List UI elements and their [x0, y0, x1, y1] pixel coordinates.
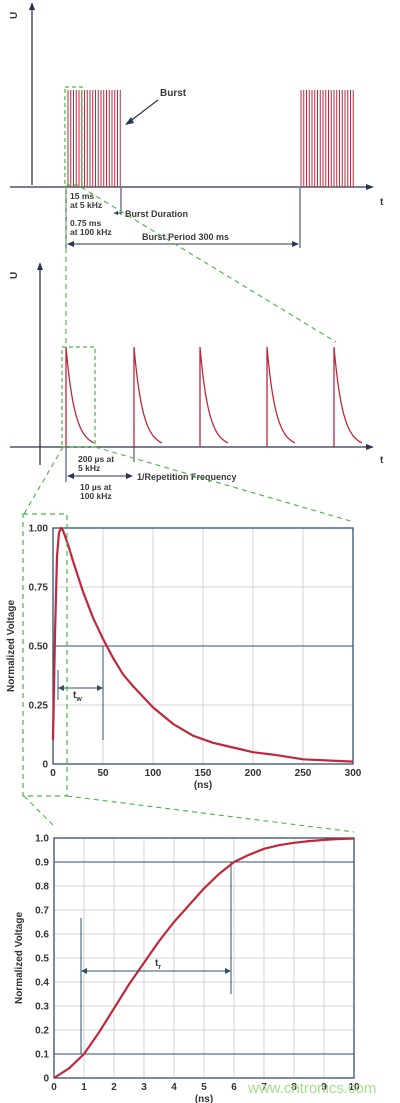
- panel-burst: U t Burst 15 ms at 5 kHz Burst Duration …: [9, 2, 384, 248]
- burst-1-pulses: [67, 90, 121, 187]
- annotation-arrowhead-left: [81, 968, 87, 974]
- y-tick-label: 1.0: [35, 834, 49, 845]
- x-tick-label: 200: [245, 768, 262, 779]
- annotation-arrowhead-left: [58, 685, 64, 691]
- panel1-y-axis-label: U: [9, 12, 20, 19]
- burst-duration-100khz: 0.75 ms: [70, 218, 101, 228]
- pulse-waveform: [333, 346, 363, 447]
- burst-duration-label: Burst Duration: [125, 209, 188, 219]
- zoom-box-3: [22, 513, 68, 797]
- repetition-frequency-label: 1/Repetition Frequency: [137, 472, 237, 482]
- burst-pointer: [128, 99, 159, 123]
- annotation-label: tr: [155, 958, 161, 971]
- burst-period-arrowhead-left: [67, 241, 74, 247]
- repetition-arrowhead-right: [126, 473, 133, 479]
- burst-period-label: Burst Period 300 ms: [142, 232, 229, 242]
- x-tick-label: 8: [291, 1082, 297, 1093]
- panel2-x-arrow: [366, 444, 374, 450]
- x-tick-label: 0: [50, 768, 56, 779]
- burst-duration-arrowhead: [114, 211, 118, 215]
- y-tick-label: 0: [43, 1074, 49, 1085]
- repetition-arrowhead-left: [67, 473, 74, 479]
- burst-duration-5khz: 15 ms: [70, 191, 94, 201]
- y-tick-label: 0.50: [29, 642, 49, 653]
- y-tick-label: 0.7: [35, 906, 49, 917]
- panel1-x-axis-label: t: [380, 197, 384, 208]
- x-tick-label: 0: [51, 1082, 57, 1093]
- x-tick-label: 7: [261, 1082, 267, 1093]
- x-tick-label: 10: [348, 1082, 360, 1093]
- plot-frame: [52, 527, 354, 765]
- rise-time-chart: 0 1 2 3 4 5 6 7 8 9 10 0 0.1 0.2 0.3 0.4 0.5 0.6 0.7 0.8 0.9…: [14, 834, 360, 1103]
- annotation-arrowhead-right: [225, 968, 231, 974]
- pulse-waveform: [199, 346, 229, 447]
- x-tick-label: 9: [321, 1082, 327, 1093]
- x-tick-label: 4: [171, 1082, 177, 1093]
- y-axis-label: Normalized Voltage: [6, 600, 17, 692]
- x-tick-label: 1: [81, 1082, 87, 1093]
- watermark: www.cntronics.com: [247, 1080, 376, 1097]
- pulse-spacing-5khz-sub: 5 kHz: [78, 463, 100, 473]
- zoom-box-1: [64, 86, 83, 186]
- y-tick-label: 0.5: [35, 954, 49, 965]
- annotation-label: tw: [73, 690, 82, 703]
- y-tick-label: 0.2: [35, 1026, 49, 1037]
- y-tick-label: 0.9: [35, 858, 49, 869]
- burst-duration-5khz-sub: at 5 kHz: [70, 200, 102, 210]
- zoom-guide-2-left: [23, 446, 64, 515]
- annotation-arrowhead-right: [97, 685, 103, 691]
- y-tick-label: 0.4: [35, 978, 49, 989]
- x-tick-label: 5: [201, 1082, 207, 1093]
- panel1-x-arrow: [366, 184, 374, 190]
- zoom-guide-1-right: [80, 186, 337, 343]
- pulse-waveform: [65, 346, 95, 447]
- panel2-y-arrow: [37, 262, 43, 270]
- panel1-y-arrow: [29, 2, 35, 10]
- x-tick-label: 100: [145, 768, 162, 779]
- burst-pointer-arrowhead: [125, 117, 134, 125]
- y-tick-label: 0.25: [29, 701, 49, 712]
- panel2-x-axis-label: t: [380, 455, 384, 466]
- plot-frame: [53, 837, 355, 1079]
- x-tick-label: 50: [97, 768, 109, 779]
- burst-label: Burst: [160, 88, 187, 99]
- burst-period-arrowhead-right: [292, 241, 299, 247]
- x-tick-label: 150: [195, 768, 212, 779]
- y-tick-label: 0.6: [35, 930, 49, 941]
- y-tick-label: 1.00: [29, 524, 49, 535]
- x-tick-label: 2: [111, 1082, 117, 1093]
- pulse-spacing-100khz: 10 µs at: [80, 482, 112, 492]
- y-tick-label: 0.3: [35, 1002, 49, 1013]
- pulse-shape-chart: 0 50 100 150 200 250 300 0 0.25 0.50 0.75 1.00 tw (ns…: [6, 524, 362, 792]
- x-axis-label: (ns): [195, 1094, 213, 1103]
- y-tick-label: 0.75: [29, 583, 49, 594]
- zoom-guide-3-right: [66, 795, 355, 833]
- pulse-waveform: [266, 346, 296, 447]
- zoom-guide-2-right: [94, 446, 355, 523]
- x-tick-label: 6: [231, 1082, 237, 1093]
- x-tick-label: 3: [141, 1082, 147, 1093]
- zoom-box-2: [61, 346, 96, 448]
- x-tick-label: 300: [345, 768, 362, 779]
- pulse-spacing-100khz-sub: 100 kHz: [80, 491, 112, 501]
- y-tick-label: 0: [42, 760, 48, 771]
- panel-pulses: U t 200 µs at 5 kHz 1/Repetition Frequen…: [9, 262, 384, 501]
- burst-2-pulses: [300, 90, 354, 187]
- burst-duration-100khz-sub: at 100 kHz: [70, 227, 112, 237]
- y-tick-label: 0.8: [35, 882, 49, 893]
- y-tick-label: 0.1: [35, 1050, 49, 1061]
- pulse-spacing-5khz: 200 µs at: [78, 454, 114, 464]
- pulse-train: [65, 346, 363, 447]
- zoom-guide-3-left: [23, 795, 55, 827]
- y-axis-label: Normalized Voltage: [14, 912, 25, 1004]
- pulse-waveform: [133, 346, 163, 447]
- x-tick-label: 250: [295, 768, 312, 779]
- panel2-y-axis-label: U: [9, 272, 20, 279]
- x-axis-label: (ns): [194, 780, 212, 791]
